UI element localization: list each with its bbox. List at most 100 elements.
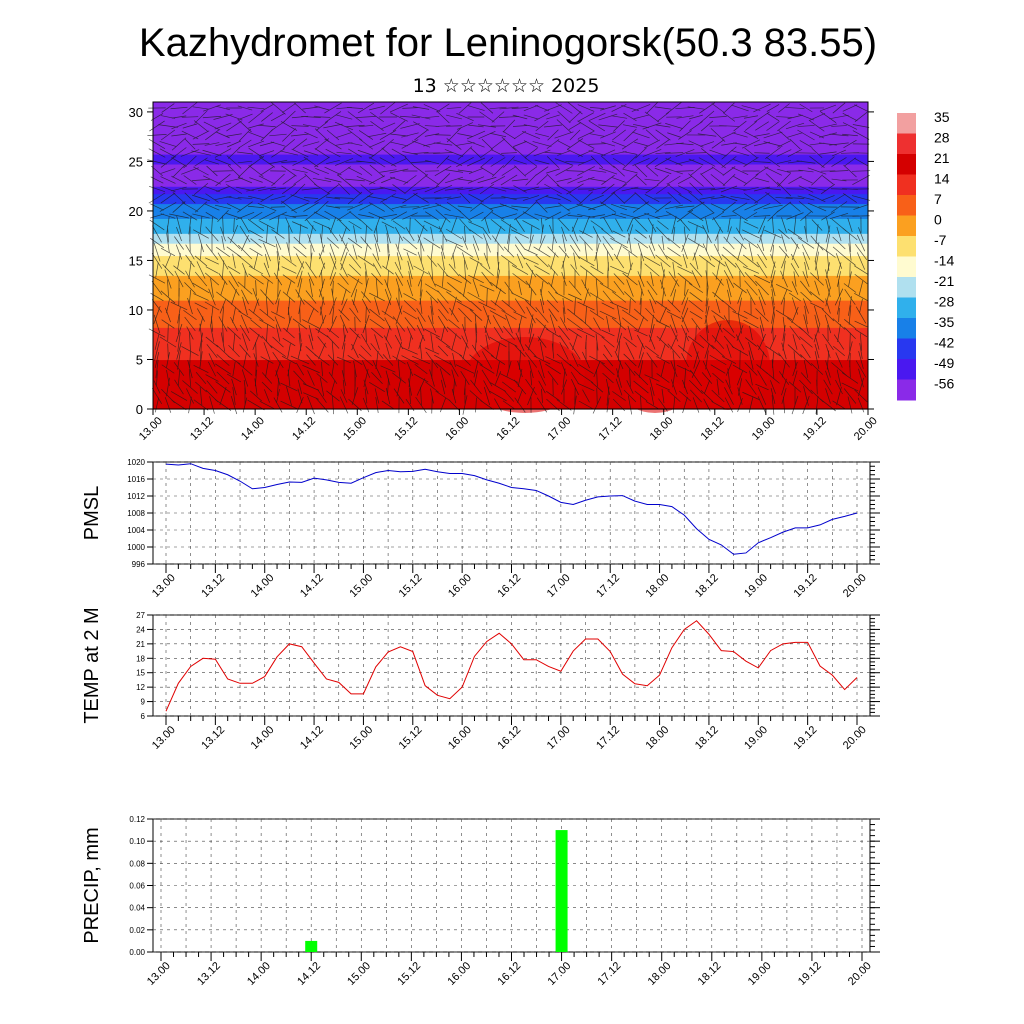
wind-barb (676, 142, 694, 146)
wind-barb (702, 243, 712, 261)
wind-barb (276, 388, 280, 404)
wind-barb (260, 166, 274, 176)
wind-barb (620, 205, 640, 209)
wind-barb (622, 173, 638, 187)
wind-barb (340, 389, 348, 403)
wind-barb (368, 156, 386, 168)
wind-barb (722, 201, 736, 213)
wind-barb (430, 243, 434, 261)
wind-barb (854, 265, 868, 275)
wind-barb (647, 289, 657, 305)
wind-barb (637, 242, 645, 262)
wind-barb (363, 368, 369, 388)
temp-band (153, 119, 868, 123)
colorbar-label: -14 (934, 253, 954, 269)
wind-barb (226, 140, 242, 148)
wind-barb (193, 399, 209, 411)
wind-barb (293, 246, 307, 258)
wind-barb (656, 112, 670, 122)
wind-barb (301, 187, 321, 191)
wind-barb (757, 254, 767, 268)
wind-barb (489, 106, 507, 110)
wind-barb (743, 187, 759, 191)
wind-barb (819, 151, 837, 155)
wind-barb (572, 333, 578, 351)
wind-barb (615, 332, 623, 352)
wind-barb (484, 326, 490, 340)
wind-barb (522, 186, 540, 192)
wind-barb (629, 298, 631, 314)
wind-barb (360, 345, 372, 357)
wind-barb (732, 132, 748, 138)
wind-barb (513, 159, 527, 165)
wind-barb (748, 350, 754, 370)
wind-barb (369, 318, 385, 330)
y-tick-label: 9 (141, 698, 146, 707)
wind-barb (165, 307, 171, 323)
wind-barb (305, 346, 317, 356)
wind-barb (286, 316, 292, 332)
wind-barb (759, 316, 765, 332)
wind-barb (611, 140, 627, 148)
wind-barb (648, 245, 656, 259)
wind-barb (281, 165, 297, 177)
wind-barb (689, 182, 703, 196)
wind-barb (577, 255, 595, 267)
wind-barb (724, 387, 734, 405)
wind-barb (854, 320, 868, 328)
wind-barb (309, 252, 313, 270)
wind-barb (501, 299, 517, 313)
wind-barb (514, 244, 526, 260)
temp-line (165, 620, 858, 712)
y-tick-label: 0.04 (129, 904, 145, 913)
wind-barb (577, 166, 595, 176)
wind-barb (303, 150, 319, 156)
wind-barb (403, 300, 417, 312)
wind-barb (715, 260, 721, 280)
temp-band (153, 166, 868, 170)
wind-barb (233, 217, 235, 233)
wind-barb (602, 290, 614, 304)
wind-barb (623, 128, 637, 142)
wind-barb (209, 396, 215, 414)
wind-barb (588, 186, 606, 192)
wind-barb (369, 164, 385, 178)
wind-barb (418, 335, 424, 349)
wind-barb (725, 362, 733, 376)
wind-barb (832, 149, 846, 157)
wind-barb (753, 274, 771, 284)
x-tick-label: 16.12 (494, 415, 522, 443)
wind-barb (402, 151, 418, 155)
wind-barb (404, 184, 416, 194)
wind-barb (471, 344, 481, 358)
wind-barb (392, 184, 406, 194)
wind-barb (533, 246, 551, 258)
wind-barb (711, 389, 725, 403)
wind-barb (468, 167, 484, 175)
wind-barb (298, 324, 302, 342)
x-tick-label: 20.00 (841, 724, 869, 752)
wind-barb (836, 386, 842, 406)
wind-barb (172, 164, 186, 178)
wind-barb (732, 311, 748, 319)
temp-band (153, 163, 868, 167)
wind-barb (369, 382, 385, 392)
wind-barb (248, 147, 264, 159)
wind-barb (406, 326, 414, 340)
wind-barb (668, 271, 680, 287)
wind-barb (535, 194, 549, 202)
wind-barb (535, 132, 549, 138)
wind-barb (312, 177, 332, 183)
wind-barb (847, 341, 853, 361)
wind-barb (237, 151, 253, 155)
wind-barb (350, 278, 360, 298)
wind-barb (758, 296, 766, 316)
wind-barb (303, 202, 319, 212)
wind-barb (384, 317, 392, 331)
wind-barb (692, 397, 700, 413)
wind-barb (781, 388, 787, 404)
temp-band (153, 126, 868, 130)
wind-barb (843, 157, 857, 167)
wind-barb (276, 298, 280, 314)
wind-barb (205, 266, 219, 274)
